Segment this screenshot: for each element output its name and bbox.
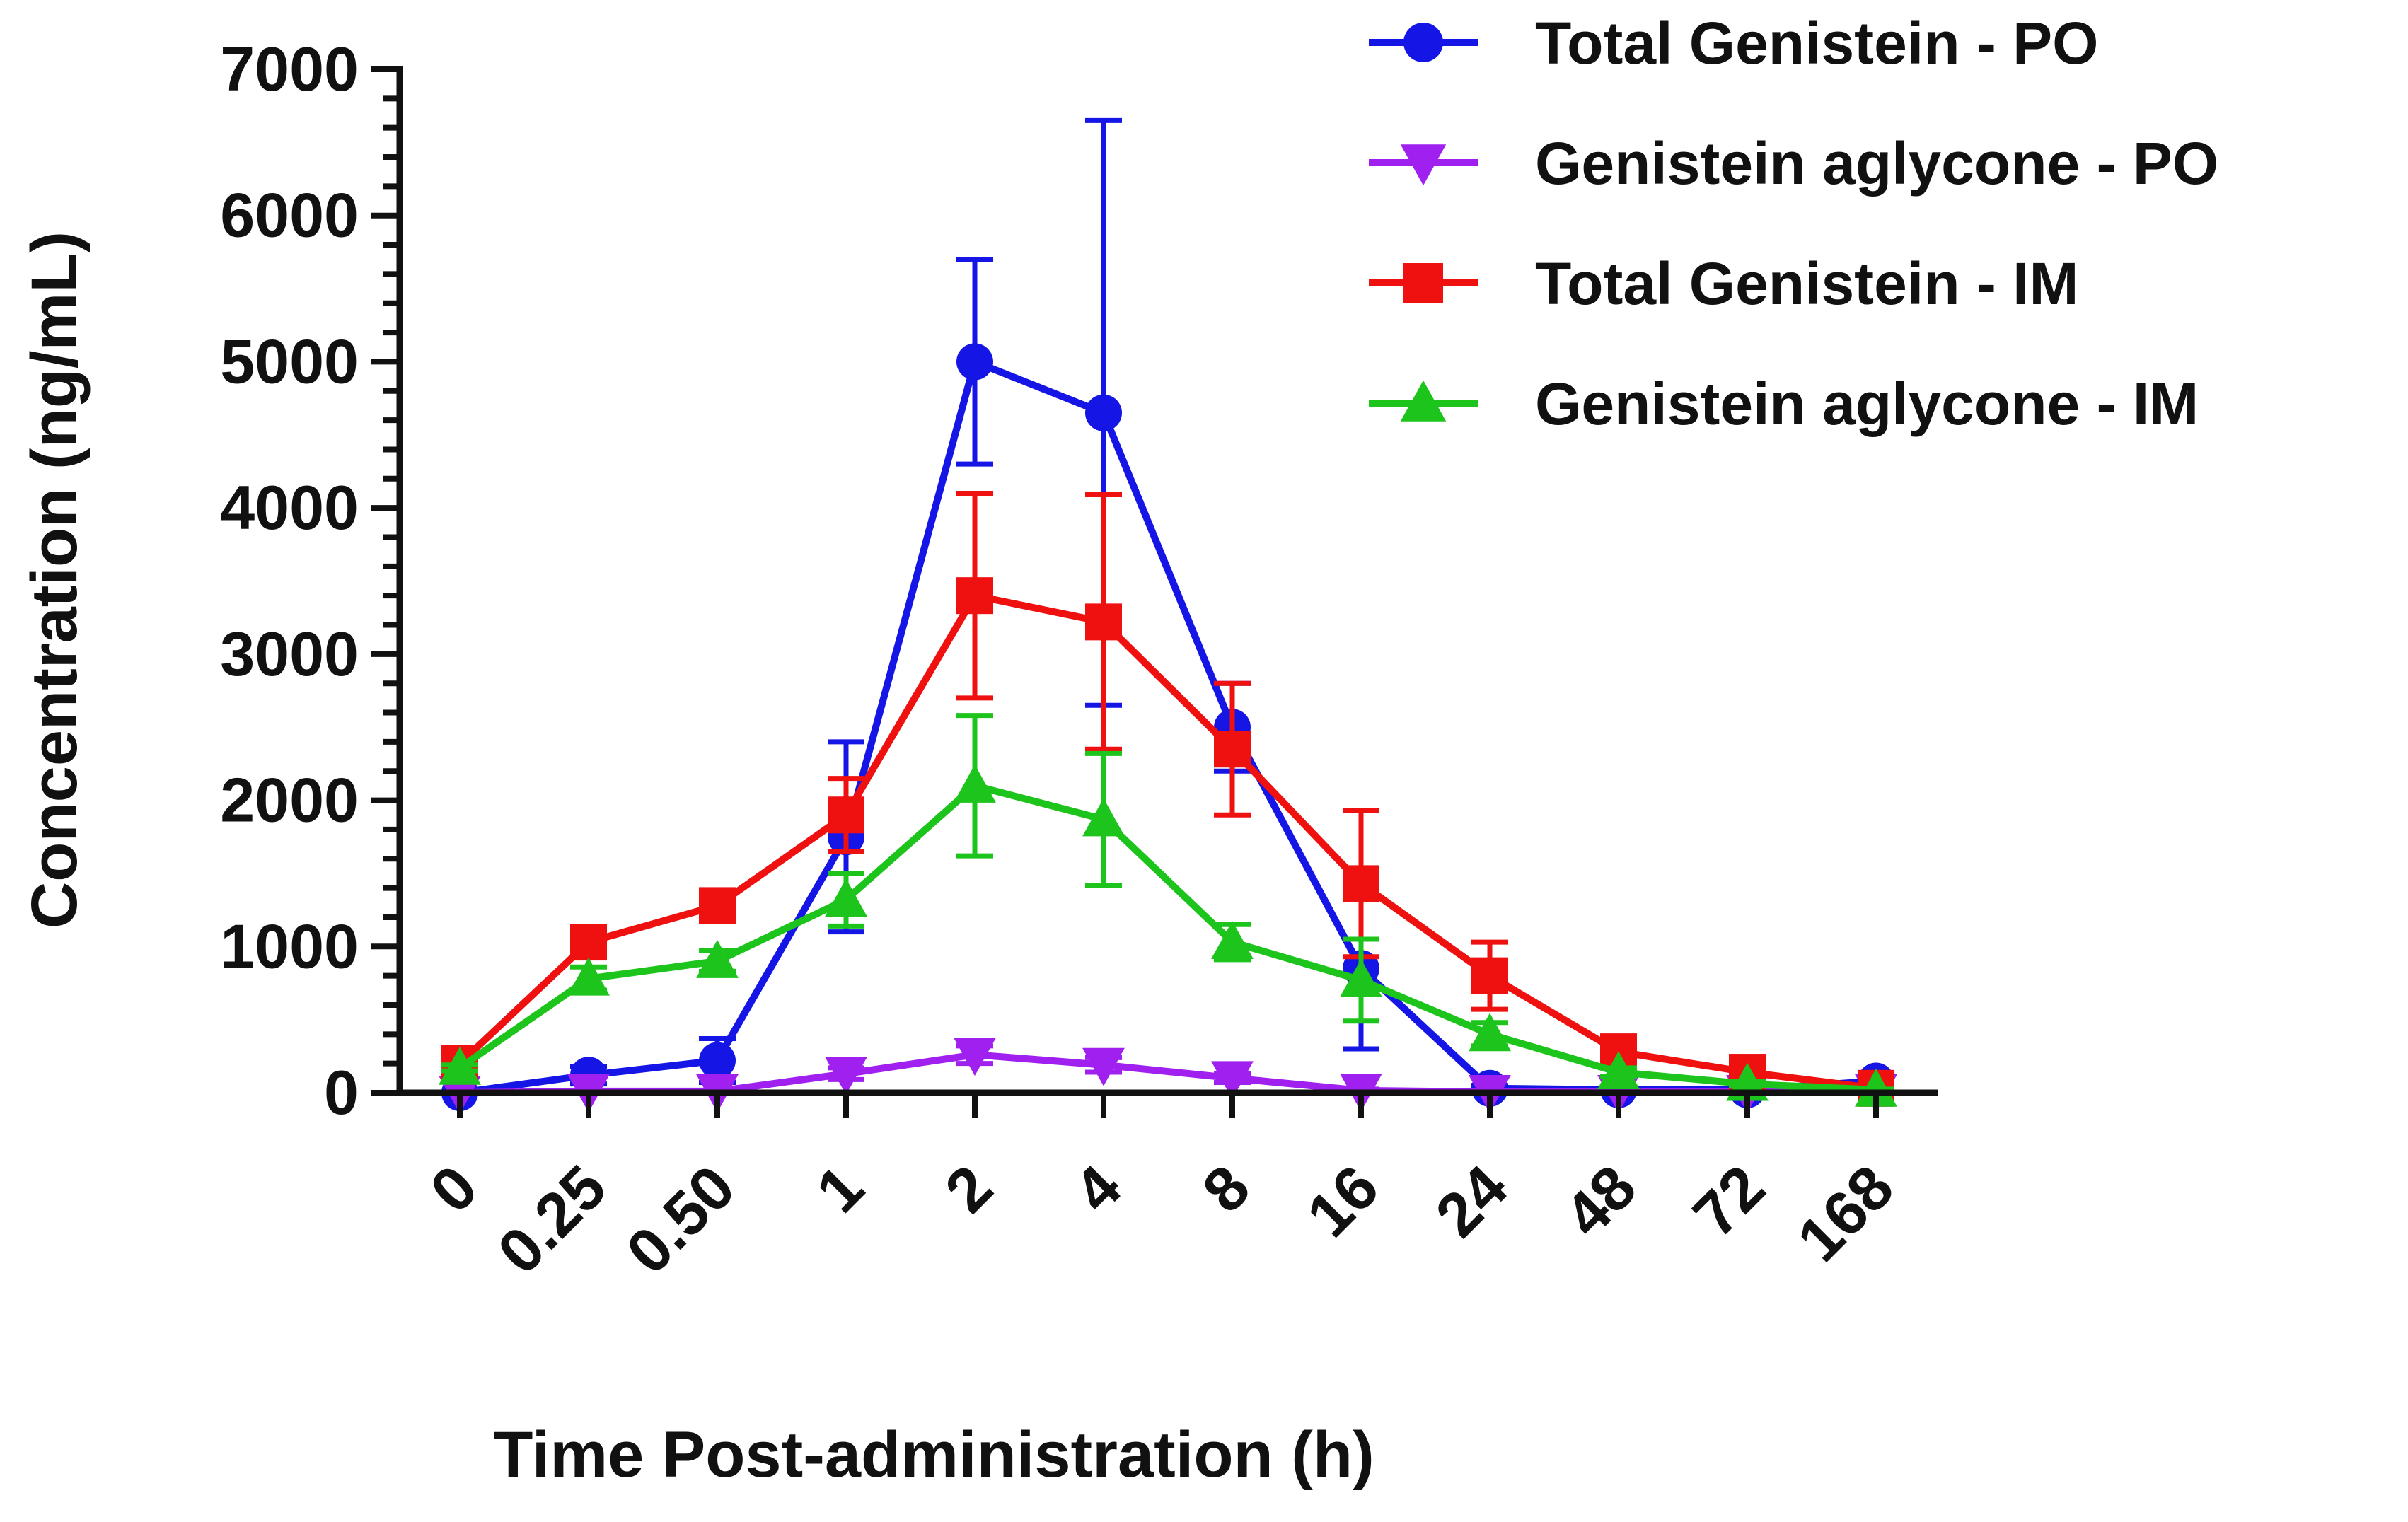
data-point [828, 796, 864, 834]
legend-label: Genistein aglycone - PO [1535, 130, 2218, 197]
series-line [458, 782, 1877, 1093]
series-2 [441, 490, 1894, 1107]
data-point [1214, 731, 1251, 768]
y-tick-label: 2000 [220, 765, 359, 835]
data-point [1471, 957, 1508, 994]
data-point [1855, 1068, 1897, 1107]
legend-label: Total Genistein - IM [1535, 250, 2078, 317]
data-point [954, 1038, 996, 1076]
data-point [825, 878, 867, 917]
x-tick-label: 48 [1551, 1151, 1649, 1250]
legend-item-1: Genistein aglycone - PO [1369, 130, 2218, 197]
x-tick-label: 2 [932, 1151, 1006, 1226]
x-tick-label: 8 [1189, 1151, 1263, 1226]
series-line [457, 592, 1877, 1092]
legend-swatch-marker [1403, 23, 1443, 62]
data-point [1085, 603, 1122, 641]
data-point [1082, 1047, 1125, 1086]
legend-swatch-marker [1400, 144, 1447, 186]
x-tick-label: 72 [1679, 1151, 1778, 1250]
legend-label: Total Genistein - PO [1535, 10, 2099, 76]
y-tick-label: 5000 [220, 326, 359, 396]
data-point [825, 1057, 867, 1096]
data-point [570, 924, 607, 961]
x-axis-title: Time Post-administration (h) [493, 1419, 1374, 1491]
data-point [1085, 394, 1122, 431]
legend: Total Genistein - PO Genistein aglycone -… [1369, 10, 2218, 437]
y-tick-label: 7000 [220, 34, 359, 104]
data-point [1211, 1061, 1254, 1100]
data-point [567, 957, 610, 996]
x-tick-label: 0.50 [613, 1151, 748, 1286]
x-tick-label: 0.25 [484, 1151, 619, 1286]
y-tick-label: 4000 [220, 472, 359, 542]
x-tick-label: 1 [803, 1151, 877, 1226]
legend-item-2: Total Genistein - IM [1369, 250, 2078, 317]
legend-item-3: Genistein aglycone - IM [1369, 371, 2199, 437]
data-point [1082, 798, 1125, 837]
data-point [956, 343, 993, 380]
legend-swatch-marker [1400, 380, 1447, 422]
y-tick-label: 1000 [220, 911, 359, 981]
legend-swatch-marker [1403, 263, 1443, 303]
data-point [1211, 921, 1254, 960]
data-point [1343, 865, 1379, 902]
y-tick-label: 6000 [220, 180, 359, 250]
y-axis-title: Concentration (ng/mL) [18, 231, 91, 929]
x-tick-label: 16 [1293, 1151, 1391, 1250]
series-line [459, 358, 1877, 1096]
legend-item-0: Total Genistein - PO [1369, 10, 2099, 76]
data-point [956, 577, 993, 615]
series-3 [439, 713, 1897, 1107]
data-point [954, 765, 996, 803]
x-tick-label: 24 [1422, 1151, 1520, 1250]
data-point [1469, 1013, 1511, 1052]
data-point [699, 1042, 736, 1079]
data-point [699, 887, 736, 924]
legend-label: Genistein aglycone - IM [1535, 371, 2199, 437]
x-tick-label: 4 [1060, 1151, 1135, 1226]
x-tick-label: 0 [417, 1151, 491, 1226]
data-point [439, 1046, 481, 1085]
data-point [1340, 958, 1382, 997]
y-tick-label: 3000 [220, 619, 359, 689]
x-tick-label: 168 [1784, 1151, 1907, 1274]
y-tick-label: 0 [324, 1057, 359, 1127]
data-point [1597, 1051, 1640, 1089]
data-point [696, 940, 739, 978]
